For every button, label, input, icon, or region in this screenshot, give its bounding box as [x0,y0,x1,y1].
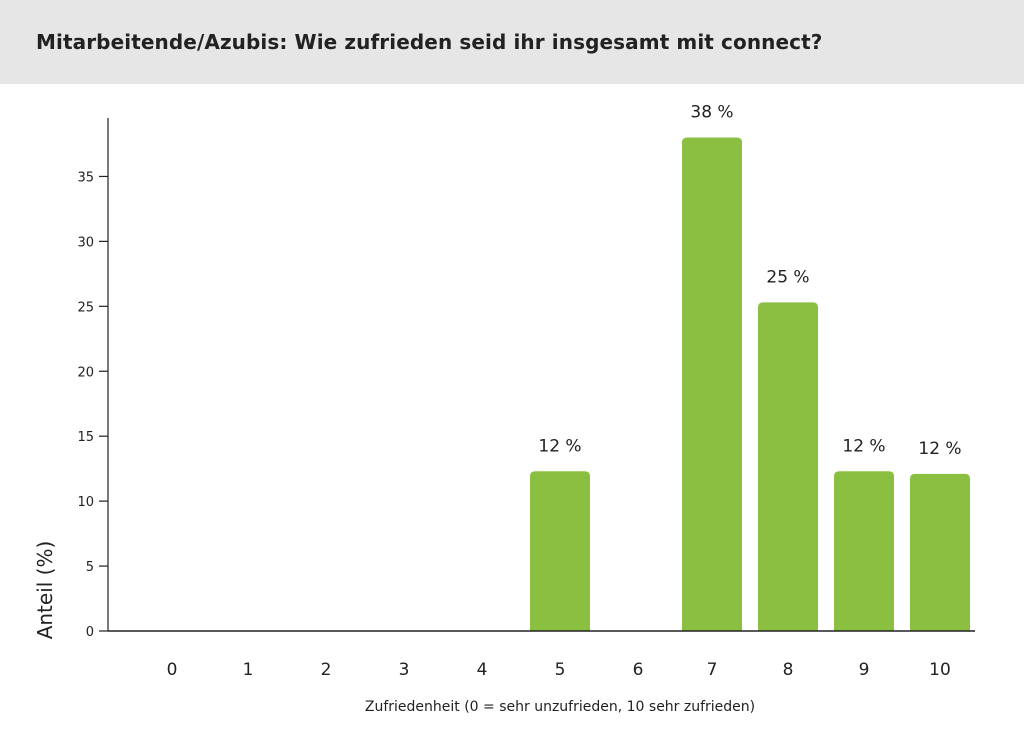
y-axis-ticks: 0 5 10 15 20 25 30 35 [77,170,108,640]
y-tick-label: 5 [86,560,94,575]
bar-value-label: 12 % [538,436,581,456]
bar-value-label: 12 % [918,439,961,459]
bar-value-label: 12 % [842,436,885,456]
y-tick-label: 0 [86,625,94,640]
bar-8 [758,302,818,631]
x-tick-label: 2 [321,660,332,680]
bar-10 [910,473,970,631]
bar-9 [834,471,894,631]
x-tick-label: 5 [555,660,566,680]
bar-7 [682,137,742,631]
y-tick-label: 15 [77,430,94,445]
y-tick-label: 20 [77,365,94,380]
y-tick-label: 10 [77,495,94,510]
y-tick-label: 30 [77,235,94,250]
x-tick-label: 0 [167,660,178,680]
bar-value-label: 25 % [766,267,809,287]
bars [530,137,970,631]
x-tick-label: 3 [399,660,410,680]
bar-5 [530,471,590,631]
bar-value-labels: 12 % 38 % 25 % 12 % 12 % [538,102,961,458]
y-axis-label: Anteil (%) [33,541,57,640]
x-tick-label: 7 [707,660,718,680]
chart-header: Mitarbeitende/Azubis: Wie zufrieden seid… [0,0,1024,84]
x-tick-label: 1 [243,660,254,680]
y-tick-label: 25 [77,300,94,315]
x-tick-label: 6 [633,660,644,680]
y-tick-label: 35 [77,170,94,185]
chart-title: Mitarbeitende/Azubis: Wie zufrieden seid… [36,30,823,54]
x-axis-label: Zufriedenheit (0 = sehr unzufrieden, 10 … [365,699,755,715]
x-axis-ticks: 0 1 2 3 4 5 6 7 8 9 10 [167,660,951,680]
x-tick-label: 9 [859,660,870,680]
x-tick-label: 4 [477,660,488,680]
x-tick-label: 10 [929,660,951,680]
bar-value-label: 38 % [690,102,733,122]
x-tick-label: 8 [783,660,794,680]
